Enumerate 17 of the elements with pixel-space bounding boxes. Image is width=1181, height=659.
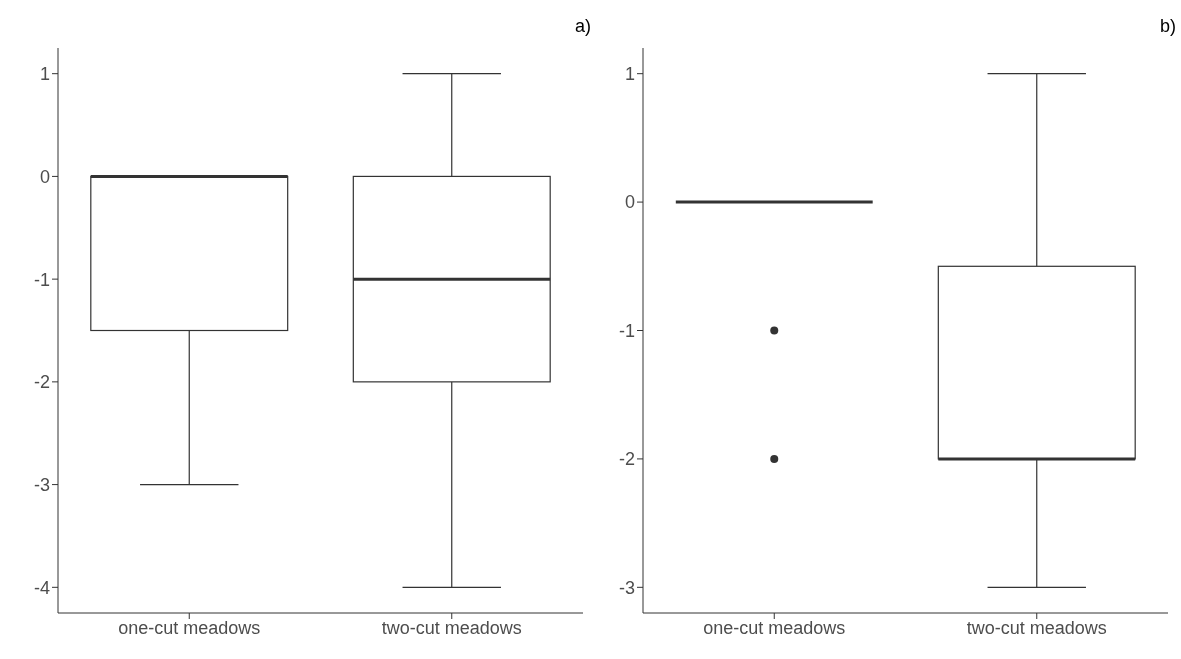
y-tick-label: -1 [33, 269, 50, 290]
y-tick-label: 0 [39, 166, 50, 187]
y-tick-label: -2 [618, 449, 635, 470]
x-tick-label: one-cut meadows [118, 617, 261, 638]
y-tick-label: -4 [33, 577, 50, 598]
y-tick-label: -3 [618, 577, 635, 598]
chart-title: b) [1159, 16, 1176, 37]
y-tick-label: -3 [33, 474, 50, 495]
x-tick-label: two-cut meadows [381, 617, 522, 638]
chart-title: a) [574, 16, 591, 37]
y-tick-label: 1 [39, 64, 50, 85]
x-tick-label: two-cut meadows [966, 617, 1107, 638]
y-tick-label: 1 [624, 64, 635, 85]
y-tick-label: -2 [33, 372, 50, 393]
y-tick-label: 0 [624, 192, 635, 213]
x-tick-label: one-cut meadows [703, 617, 846, 638]
y-tick-label: -1 [618, 320, 635, 341]
